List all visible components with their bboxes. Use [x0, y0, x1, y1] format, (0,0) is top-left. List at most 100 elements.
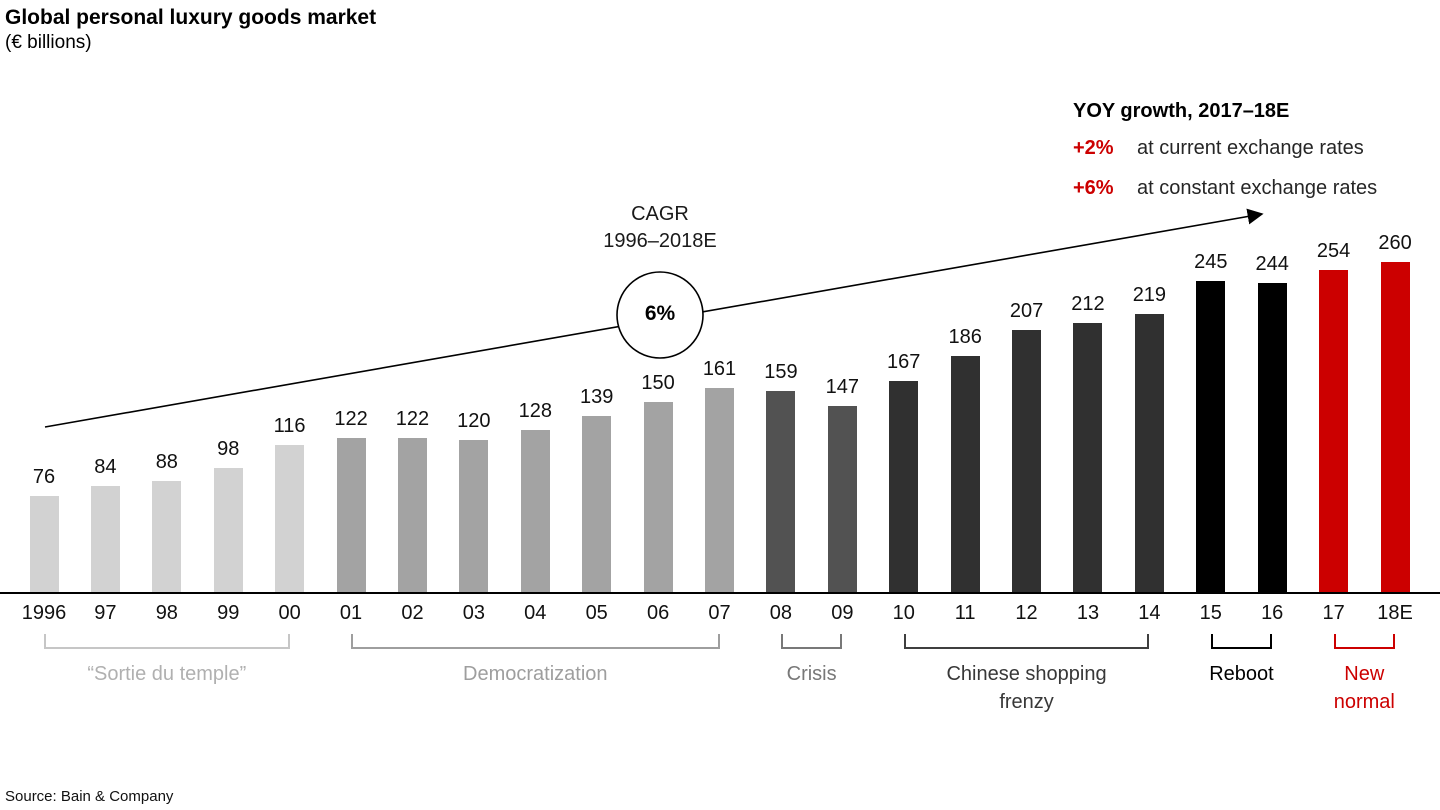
bar-value-label: 128 — [518, 400, 552, 422]
bar-04 — [520, 430, 550, 593]
bar-98 — [152, 481, 182, 593]
bar-value-label: 122 — [334, 408, 368, 430]
cagr-value: 6% — [644, 302, 676, 325]
yoy-row-constant: +6% at constant exchange rates — [1073, 177, 1377, 200]
x-tick-label: 05 — [585, 602, 608, 624]
bar-value-label: 122 — [395, 408, 430, 430]
chart-title: Global personal luxury goods market — [5, 6, 377, 29]
era-bracket — [903, 634, 1150, 649]
bar-13 — [1073, 323, 1103, 593]
bar-value-label: 159 — [764, 361, 798, 383]
bar-11 — [950, 356, 980, 593]
bar-value-label: 167 — [887, 351, 921, 373]
x-tick-label: 04 — [524, 602, 547, 624]
bar-17 — [1319, 270, 1349, 593]
bar-15 — [1196, 281, 1226, 593]
bar-08 — [766, 391, 796, 593]
bar-value-label: 254 — [1316, 240, 1351, 262]
bar-value-label: 150 — [641, 372, 675, 394]
bar-value-label: 244 — [1255, 253, 1289, 275]
x-tick-label: 06 — [646, 602, 670, 624]
bar-value-label: 84 — [94, 456, 117, 478]
era-bracket — [44, 634, 290, 649]
bar-value-label: 161 — [702, 358, 737, 380]
bar-97 — [90, 486, 120, 593]
era-label-line: normal — [1333, 691, 1395, 713]
era-label-line: Reboot — [1209, 663, 1274, 685]
bar-value-label: 212 — [1071, 293, 1105, 315]
bar-value-label: 120 — [457, 410, 491, 432]
era-label-line: frenzy — [999, 691, 1054, 713]
bar-14 — [1134, 314, 1164, 593]
era-label-line: Chinese shopping — [946, 663, 1107, 685]
x-tick-label: 01 — [339, 602, 363, 624]
bar-99 — [213, 468, 243, 593]
x-tick-label: 15 — [1199, 602, 1222, 624]
era-label: Crisis — [652, 660, 972, 688]
bar-value-label: 245 — [1194, 251, 1228, 273]
bar-10 — [889, 381, 919, 593]
bar-05 — [582, 416, 612, 593]
bar-12 — [1012, 330, 1042, 593]
bar-value-label: 98 — [217, 438, 240, 460]
bar-07 — [705, 388, 734, 593]
era-bracket — [351, 634, 720, 649]
x-tick-label: 18E — [1377, 602, 1413, 624]
yoy-text-current: at current exchange rates — [1137, 137, 1364, 159]
x-tick-label: 98 — [155, 602, 178, 624]
x-axis-line — [0, 592, 1440, 594]
bar-16 — [1257, 283, 1287, 593]
yoy-pct-current: +2% — [1073, 137, 1114, 159]
x-tick-label: 09 — [831, 602, 854, 624]
chart-subtitle: (€ billions) — [5, 32, 92, 53]
bar-06 — [643, 402, 673, 593]
bar-value-label: 76 — [32, 466, 56, 488]
x-tick-label: 11 — [954, 602, 976, 624]
bar-value-label: 207 — [1009, 300, 1044, 322]
era-label: Democratization — [375, 660, 695, 688]
bar-value-label: 116 — [273, 415, 306, 437]
bar-value-label: 219 — [1132, 284, 1167, 306]
x-tick-label: 16 — [1261, 602, 1284, 624]
source-note: Source: Bain & Company — [5, 788, 174, 805]
era-label-line: “Sortie du temple” — [87, 663, 247, 685]
era-label-line: Democratization — [463, 663, 608, 685]
x-tick-label: 99 — [217, 602, 240, 624]
x-tick-label: 13 — [1076, 602, 1100, 624]
x-tick-label: 00 — [278, 602, 301, 624]
bar-00 — [275, 445, 305, 593]
bar-value-label: 186 — [948, 326, 982, 348]
era-label: New normal — [1204, 660, 1440, 716]
bar-02 — [397, 438, 427, 593]
x-tick-label: 17 — [1322, 602, 1345, 624]
cagr-label-line2: 1996–2018E — [603, 230, 717, 252]
era-bracket — [1210, 634, 1273, 649]
era-bracket — [1333, 634, 1396, 649]
yoy-row-current: +2% at current exchange rates — [1073, 137, 1377, 160]
era-label-line: Crisis — [786, 663, 837, 685]
cagr-circle — [616, 271, 704, 359]
yoy-text-constant: at constant exchange rates — [1137, 177, 1378, 199]
x-tick-label: 07 — [708, 602, 731, 624]
bar-09 — [827, 406, 857, 593]
x-tick-label: 03 — [462, 602, 485, 624]
bar-value-label: 139 — [580, 386, 614, 408]
x-tick-label: 14 — [1138, 602, 1161, 624]
bar-value-label: 147 — [825, 376, 860, 398]
bar-1996 — [29, 496, 59, 593]
x-tick-label: 12 — [1015, 602, 1038, 624]
cagr-label: CAGR 1996–2018E — [560, 201, 760, 255]
bar-03 — [459, 440, 489, 593]
era-bracket — [780, 634, 843, 649]
x-tick-label: 97 — [94, 602, 117, 624]
x-tick-label: 10 — [892, 602, 915, 624]
bar-value-label: 88 — [155, 451, 178, 473]
era-label: Chinese shopping frenzy — [867, 660, 1187, 716]
yoy-pct-constant: +6% — [1073, 177, 1114, 199]
cagr-label-line1: CAGR — [631, 203, 689, 225]
x-tick-label: 02 — [401, 602, 424, 624]
yoy-heading: YOY growth, 2017–18E — [1073, 100, 1290, 122]
era-label: “Sortie du temple” — [7, 660, 327, 688]
